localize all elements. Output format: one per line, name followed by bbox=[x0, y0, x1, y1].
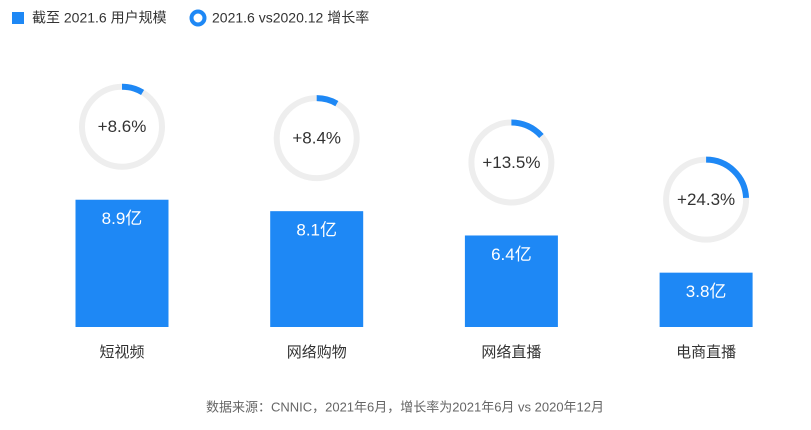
ring-value-label: +8.4% bbox=[292, 129, 341, 148]
ring-arc bbox=[705, 156, 750, 199]
ring-value-label: +24.3% bbox=[677, 190, 735, 209]
bar-value-label: 8.9亿 bbox=[102, 209, 143, 228]
bar bbox=[75, 199, 169, 327]
legend-label: 截至 2021.6 用户规模 bbox=[32, 10, 167, 26]
bar-value-label: 6.4亿 bbox=[491, 245, 532, 264]
ring-arc bbox=[316, 95, 339, 107]
ring-value-label: +8.6% bbox=[98, 117, 147, 136]
source-note: 数据来源：CNNIC，2021年6月，增长率为2021年6月 vs 2020年1… bbox=[206, 399, 604, 414]
x-tick-label: 网络直播 bbox=[481, 344, 541, 361]
ring-arc bbox=[511, 119, 544, 139]
legend-label: 2021.6 vs2020.12 增长率 bbox=[212, 10, 369, 26]
x-tick-label: 网络购物 bbox=[287, 344, 347, 361]
bar-value-label: 3.8亿 bbox=[686, 282, 727, 301]
bar bbox=[464, 235, 558, 327]
bar bbox=[659, 272, 753, 327]
ring-arc bbox=[121, 83, 145, 96]
ring-value-label: +13.5% bbox=[482, 153, 540, 172]
legend-ring bbox=[189, 9, 207, 27]
x-tick-label: 电商直播 bbox=[676, 344, 736, 361]
x-tick-label: 短视频 bbox=[99, 344, 144, 361]
legend-swatch bbox=[12, 12, 24, 24]
bar-value-label: 8.1亿 bbox=[296, 221, 337, 240]
bar bbox=[270, 211, 364, 327]
